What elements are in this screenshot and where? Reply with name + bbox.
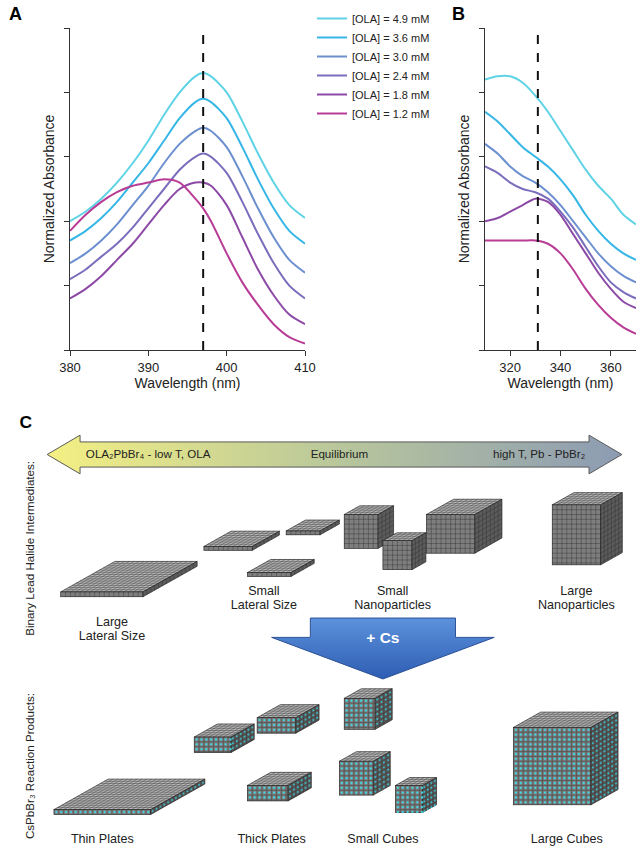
svg-text:400: 400 bbox=[216, 360, 238, 375]
svg-text:[OLA] = 3.6 mM: [OLA] = 3.6 mM bbox=[352, 32, 429, 44]
svg-text:320: 320 bbox=[499, 360, 521, 375]
svg-text:Large: Large bbox=[560, 584, 592, 598]
svg-text:high T, Pb - PbBr₂: high T, Pb - PbBr₂ bbox=[493, 447, 585, 460]
svg-text:OLA₂PbBr₄ - low T, OLA: OLA₂PbBr₄ - low T, OLA bbox=[86, 447, 211, 460]
svg-text:Lateral Size: Lateral Size bbox=[231, 598, 297, 612]
svg-text:Normalized Absorbance: Normalized Absorbance bbox=[456, 114, 472, 263]
svg-text:360: 360 bbox=[600, 360, 622, 375]
svg-text:[OLA] = 2.4 mM: [OLA] = 2.4 mM bbox=[352, 70, 429, 82]
svg-text:Wavelength (nm): Wavelength (nm) bbox=[507, 375, 613, 391]
svg-text:340: 340 bbox=[550, 360, 572, 375]
svg-text:Nanoparticles: Nanoparticles bbox=[538, 598, 615, 612]
svg-text:Thick Plates: Thick Plates bbox=[237, 832, 305, 846]
svg-text:Large: Large bbox=[96, 615, 128, 629]
svg-text:Normalized Absorbance: Normalized Absorbance bbox=[41, 114, 57, 263]
svg-text:Small: Small bbox=[248, 584, 279, 598]
svg-text:410: 410 bbox=[294, 360, 316, 375]
svg-text:Wavelength (nm): Wavelength (nm) bbox=[134, 375, 240, 391]
svg-text:[OLA] = 3.0 mM: [OLA] = 3.0 mM bbox=[352, 51, 429, 63]
svg-text:390: 390 bbox=[137, 360, 159, 375]
svg-text:A: A bbox=[9, 4, 22, 24]
svg-text:[OLA] = 4.9 mM: [OLA] = 4.9 mM bbox=[352, 13, 429, 25]
svg-text:Equilibrium: Equilibrium bbox=[311, 447, 368, 460]
svg-text:Binary Lead Halide Intermediat: Binary Lead Halide Intermediates: bbox=[23, 461, 36, 636]
svg-text:[OLA] = 1.8 mM: [OLA] = 1.8 mM bbox=[352, 89, 429, 101]
svg-text:Thin Plates: Thin Plates bbox=[71, 832, 134, 846]
svg-text:Nanoparticles: Nanoparticles bbox=[354, 598, 431, 612]
svg-text:B: B bbox=[452, 4, 465, 24]
svg-text:Large Cubes: Large Cubes bbox=[531, 832, 603, 846]
svg-text:Lateral Size: Lateral Size bbox=[79, 629, 145, 643]
svg-text:CsPbBr₃ Reaction Products:: CsPbBr₃ Reaction Products: bbox=[23, 693, 36, 839]
svg-text:380: 380 bbox=[59, 360, 81, 375]
svg-text:[OLA] = 1.2 mM: [OLA] = 1.2 mM bbox=[352, 108, 429, 120]
svg-text:Small: Small bbox=[377, 584, 408, 598]
svg-text:C: C bbox=[20, 412, 33, 432]
svg-text:+ Cs: + Cs bbox=[366, 629, 399, 646]
svg-text:Small Cubes: Small Cubes bbox=[347, 832, 418, 846]
